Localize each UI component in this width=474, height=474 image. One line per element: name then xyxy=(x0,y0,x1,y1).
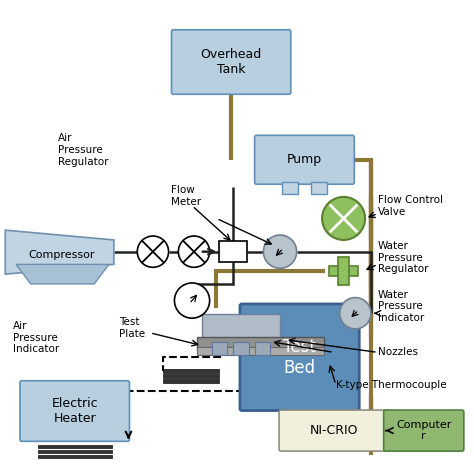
Bar xyxy=(211,342,227,356)
Text: Computer
r: Computer r xyxy=(396,420,451,441)
Polygon shape xyxy=(16,264,109,284)
Text: Pump: Pump xyxy=(287,153,322,166)
Text: Air
Pressure
Indicator: Air Pressure Indicator xyxy=(13,321,59,354)
Polygon shape xyxy=(5,230,114,274)
Text: Electric
Heater: Electric Heater xyxy=(51,397,98,425)
Circle shape xyxy=(264,235,297,268)
FancyBboxPatch shape xyxy=(172,30,291,94)
Circle shape xyxy=(178,236,210,267)
Bar xyxy=(37,450,112,453)
Bar xyxy=(197,347,324,356)
Circle shape xyxy=(137,236,169,267)
Bar xyxy=(219,241,247,263)
Circle shape xyxy=(174,283,210,318)
Bar xyxy=(202,314,280,342)
Bar xyxy=(311,182,327,194)
Bar xyxy=(197,337,324,350)
Text: Water
Pressure
Regulator: Water Pressure Regulator xyxy=(378,241,428,274)
Polygon shape xyxy=(329,266,358,276)
FancyBboxPatch shape xyxy=(240,304,359,410)
FancyBboxPatch shape xyxy=(20,381,129,441)
Bar xyxy=(233,342,249,356)
Circle shape xyxy=(340,298,371,329)
Text: Test
Plate: Test Plate xyxy=(118,317,145,339)
FancyBboxPatch shape xyxy=(383,410,464,451)
Text: K-type Thermocouple: K-type Thermocouple xyxy=(336,380,447,390)
Text: Test
Bed: Test Bed xyxy=(283,338,316,377)
Bar xyxy=(255,342,270,356)
Text: Flow Control
Valve: Flow Control Valve xyxy=(378,195,443,217)
Text: Flow
Meter: Flow Meter xyxy=(171,185,201,207)
FancyBboxPatch shape xyxy=(255,135,355,184)
Bar xyxy=(282,182,298,194)
Bar xyxy=(163,374,219,378)
Text: Overhead
Tank: Overhead Tank xyxy=(201,48,262,76)
Text: Nozzles: Nozzles xyxy=(378,347,418,357)
Bar xyxy=(163,369,219,373)
Text: Water
Pressure
Indicator: Water Pressure Indicator xyxy=(378,290,424,323)
Bar xyxy=(37,445,112,448)
Bar xyxy=(37,455,112,458)
Bar xyxy=(163,379,219,383)
Polygon shape xyxy=(338,257,349,285)
Text: Air
Pressure
Regulator: Air Pressure Regulator xyxy=(58,133,109,166)
Text: Compressor: Compressor xyxy=(29,250,95,260)
FancyBboxPatch shape xyxy=(279,410,389,451)
Circle shape xyxy=(322,197,365,240)
Text: NI-CRIO: NI-CRIO xyxy=(310,424,358,437)
